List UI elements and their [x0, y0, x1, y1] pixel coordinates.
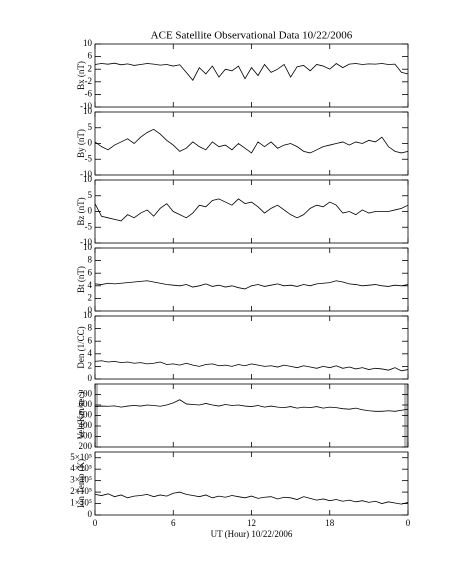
y-tick-label: 10 — [83, 310, 93, 320]
y-axis-label: Bt (nT) — [76, 266, 86, 293]
y-tick-label: 600 — [79, 399, 93, 409]
y-tick-label: 6 — [88, 335, 93, 345]
y-tick-label: 1×10⁵ — [70, 498, 92, 508]
panel-frame — [94, 247, 409, 312]
y-tick-label: 6 — [88, 267, 93, 277]
y-tick-label: -5 — [85, 221, 93, 231]
y-tick-label: 4 — [88, 280, 93, 290]
y-tick-label: 6 — [88, 51, 93, 61]
y-tick-label: -10 — [80, 169, 92, 179]
y-tick-label: 2 — [88, 292, 93, 302]
y-axis-label: Bx (nT) — [76, 61, 86, 90]
y-tick-label: 5 — [88, 190, 93, 200]
data-line — [94, 62, 409, 81]
y-tick-label: 500 — [79, 410, 93, 420]
y-axis-label: Ion Temp (K) — [76, 459, 86, 508]
y-axis-label: By (nT) — [76, 129, 86, 158]
y-tick-label: -2 — [85, 76, 93, 86]
y-tick-label: 400 — [79, 420, 93, 430]
x-axis-label: UT (Hour) 10/22/2006 — [211, 529, 293, 539]
y-tick-label: 0 — [88, 373, 93, 383]
y-tick-label: 10 — [83, 106, 93, 116]
y-tick-label: 5×10⁵ — [70, 452, 92, 462]
panel-frame — [94, 179, 409, 244]
y-tick-label: 0 — [88, 305, 93, 315]
y-tick-label: 10 — [83, 242, 93, 252]
y-tick-label: 700 — [79, 389, 93, 399]
y-tick-label: 0 — [88, 509, 93, 519]
data-line — [94, 491, 409, 505]
x-tick-label: 0 — [93, 518, 98, 528]
y-axis-label: Den (1/CC) — [76, 326, 86, 368]
y-tick-label: -10 — [80, 101, 92, 111]
y-tick-label: 10 — [83, 174, 93, 184]
panel-frame — [94, 315, 409, 380]
y-tick-label: 300 — [79, 431, 93, 441]
data-line — [94, 128, 409, 154]
x-tick-label: 18 — [325, 518, 335, 528]
x-tick-label: 6 — [171, 518, 176, 528]
x-tick-label: 0 — [406, 518, 411, 528]
y-tick-label: 3×10⁵ — [70, 475, 92, 485]
data-line — [94, 198, 409, 222]
y-tick-label: 8 — [88, 255, 93, 265]
y-tick-label: 200 — [79, 441, 93, 451]
y-tick-label: 5 — [88, 122, 93, 132]
y-tick-label: 2×10⁵ — [70, 486, 92, 496]
y-tick-label: -10 — [80, 237, 92, 247]
y-tick-label: 4×10⁵ — [70, 463, 92, 473]
panel-frame — [94, 383, 409, 448]
y-tick-label: 2 — [88, 63, 93, 73]
data-line — [94, 399, 409, 412]
y-tick-label: 0 — [88, 206, 93, 216]
y-tick-label: 10 — [83, 38, 93, 48]
y-axis-label: Bz (nT) — [76, 197, 86, 225]
y-tick-label: -5 — [85, 153, 93, 163]
y-tick-label: 2 — [88, 360, 93, 370]
data-line — [94, 280, 409, 290]
panel-frame — [94, 451, 409, 516]
y-tick-label: 0 — [88, 138, 93, 148]
y-tick-label: -6 — [85, 88, 93, 98]
y-tick-label: 4 — [88, 348, 93, 358]
chart-title: ACE Satellite Observational Data 10/22/2… — [151, 30, 353, 42]
panel-frame — [94, 43, 409, 108]
y-axis-label: Vel (Km/sec) — [76, 392, 86, 440]
x-tick-label: 12 — [247, 518, 256, 528]
y-tick-label: 8 — [88, 323, 93, 333]
data-line — [94, 360, 409, 372]
